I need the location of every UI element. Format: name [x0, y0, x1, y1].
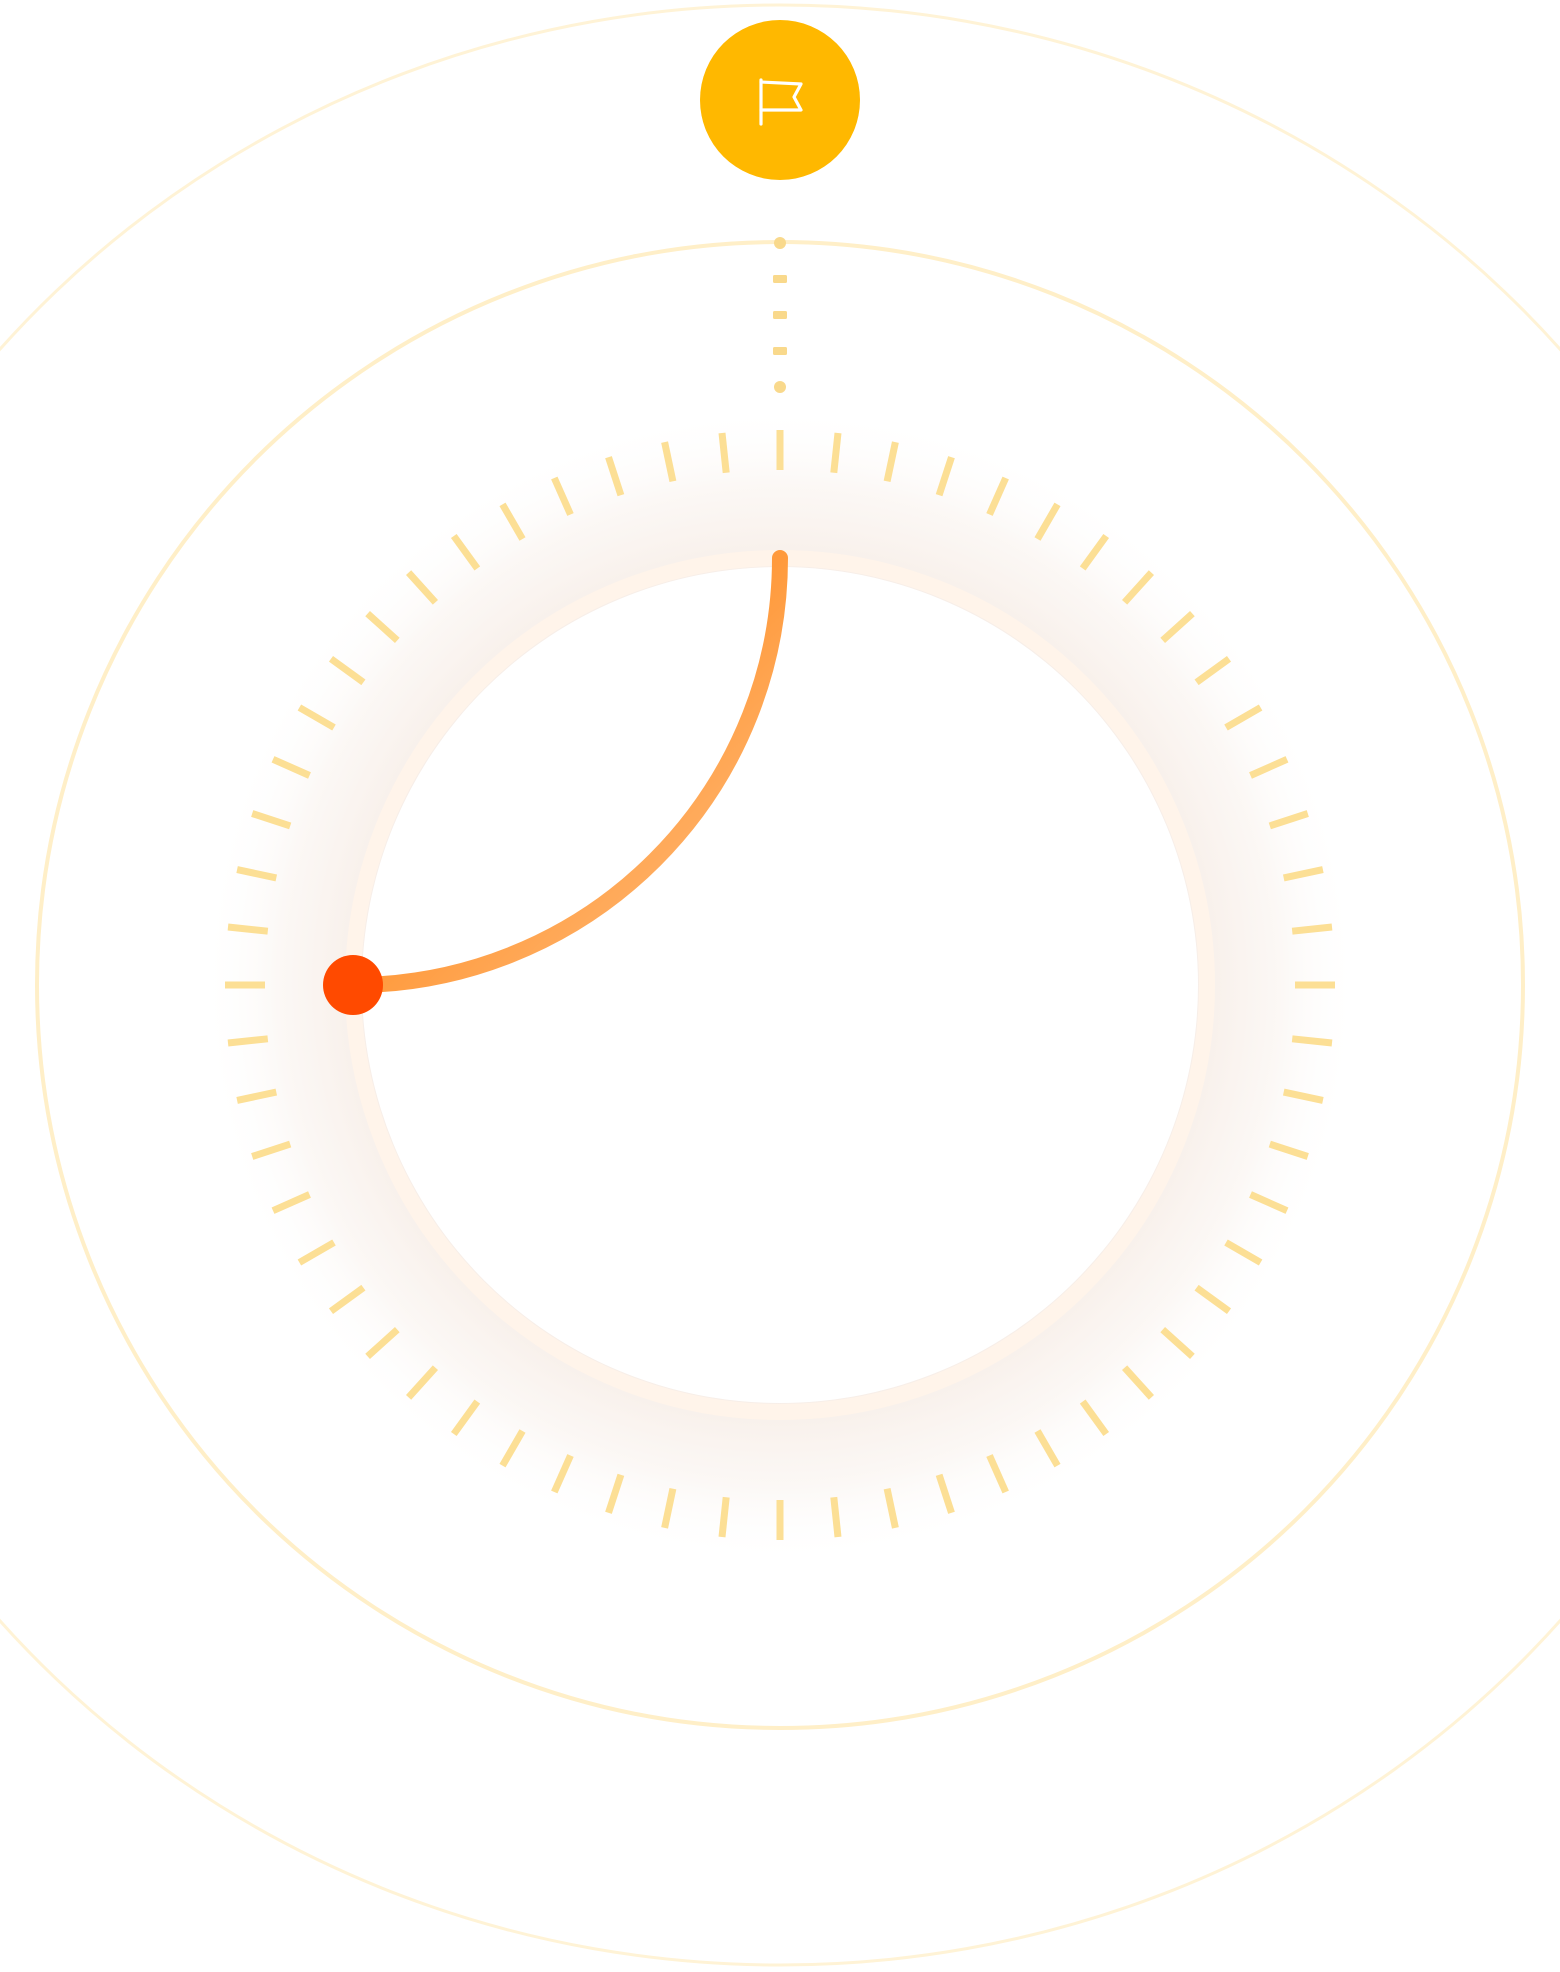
tick-mark	[1079, 533, 1110, 571]
flag-connector	[773, 237, 787, 393]
tick-mark	[1079, 1399, 1110, 1437]
connector-dot	[774, 237, 786, 249]
dial-face	[362, 567, 1198, 1403]
tick-mark	[227, 1035, 269, 1047]
tick-mark	[1249, 756, 1289, 779]
connector-dot	[773, 275, 787, 283]
tick-mark	[830, 1496, 842, 1538]
tick-mark	[499, 1429, 526, 1468]
flag-icon	[759, 78, 803, 126]
tick-mark	[1034, 502, 1061, 541]
timer-knob[interactable]	[323, 955, 383, 1015]
tick-mark	[297, 704, 336, 731]
tick-mark	[450, 533, 481, 571]
tick-mark	[251, 1140, 292, 1160]
tick-mark	[883, 1487, 899, 1529]
tick-mark	[271, 756, 311, 779]
flag-button[interactable]	[700, 20, 860, 180]
tick-mark	[986, 1454, 1009, 1494]
tick-mark	[718, 1496, 730, 1538]
tick-mark	[1268, 1140, 1309, 1160]
tick-mark	[1122, 1365, 1154, 1400]
tick-mark	[1224, 704, 1263, 731]
tick-mark	[883, 441, 899, 483]
tick-mark	[605, 456, 625, 497]
tick-mark	[406, 1365, 438, 1400]
tick-mark	[1249, 1191, 1289, 1214]
tick-mark	[1291, 923, 1333, 935]
tick-mark	[1160, 611, 1195, 643]
tick-mark	[365, 1327, 400, 1359]
tick-mark	[297, 1239, 336, 1266]
tick-mark	[406, 570, 438, 605]
tick-mark	[499, 502, 526, 541]
tick-mark	[1282, 866, 1324, 882]
tick-mark	[365, 611, 400, 643]
tick-mark	[605, 1473, 625, 1514]
tick-mark	[1224, 1239, 1263, 1266]
tick-mark	[1282, 1088, 1324, 1104]
tick-mark	[1122, 570, 1154, 605]
tick-mark	[328, 1284, 366, 1315]
tick-mark	[718, 432, 730, 474]
connector-dot	[774, 381, 786, 393]
tick-mark	[236, 1088, 278, 1104]
tick-mark	[986, 476, 1009, 516]
tick-mark	[661, 441, 677, 483]
connector-dot	[773, 347, 787, 355]
tick-mark	[1291, 1035, 1333, 1047]
tick-mark	[227, 923, 269, 935]
tick-mark	[271, 1191, 311, 1214]
tick-mark	[935, 456, 955, 497]
connector-dot	[773, 311, 787, 319]
tick-mark	[1194, 655, 1232, 686]
tick-mark	[551, 476, 574, 516]
outer-ring	[0, 3, 1560, 1967]
tick-mark	[1034, 1429, 1061, 1468]
tick-mark	[935, 1473, 955, 1514]
flag-button-circle[interactable]	[700, 20, 860, 180]
tick-mark	[661, 1487, 677, 1529]
tick-mark	[236, 866, 278, 882]
progress-arc	[345, 550, 788, 993]
tick-mark	[251, 810, 292, 830]
tick-mark	[1160, 1327, 1195, 1359]
tick-mark	[328, 655, 366, 686]
tick-mark	[450, 1399, 481, 1437]
tick-mark	[551, 1454, 574, 1494]
tick-marks	[225, 430, 1335, 1540]
tick-mark	[1268, 810, 1309, 830]
tick-mark	[830, 432, 842, 474]
tick-mark	[1194, 1284, 1232, 1315]
